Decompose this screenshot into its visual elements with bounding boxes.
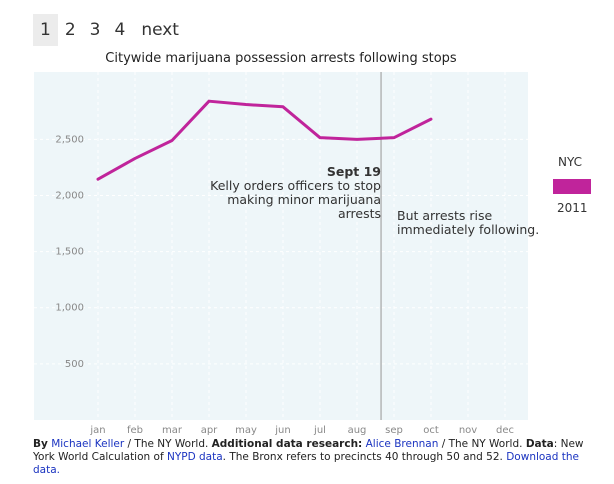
x-tick-label: mar [162,425,183,436]
vertical-gridlines [97,72,506,420]
y-tick-label: 1,000 [55,303,84,314]
page-4-link[interactable]: 4 [114,20,126,40]
credits-footer: By Michael Keller / The NY World. Additi… [33,438,593,477]
series-lines [96,99,433,181]
research-label: Additional data research: [211,438,363,450]
y-tick-label: 1,500 [55,247,84,258]
x-tick-label: jan [89,425,105,436]
page-1-link[interactable]: 1 [33,14,58,46]
y-tick-label: 2,000 [55,190,84,201]
author-link[interactable]: Michael Keller [51,438,125,450]
event-text-line-2: making minor marijuana [227,192,381,207]
nypd-data-link[interactable]: NYPD data [166,451,223,463]
legend-year: 2011 [557,201,588,215]
x-tick-label: jul [313,425,326,436]
page-2-link[interactable]: 2 [64,20,76,40]
after-text-line-1: But arrests rise [397,208,493,223]
plot-background [34,72,528,420]
event-text-line-1: Kelly orders officers to stop [210,178,381,193]
chart-title: Citywide marijuana possession arrests fo… [105,51,457,66]
after-text-line-2: immediately following. [397,222,540,237]
horizontal-gridlines [34,138,528,365]
data-text: : New York World Calculation of [33,438,584,463]
footer-note: . The Bronx refers to precincts 40 throu… [222,451,507,463]
y-tick-label: 2,500 [55,134,84,145]
x-tick-label: oct [423,425,439,436]
x-tick-label: dec [496,425,514,436]
legend-swatch[interactable] [553,179,591,194]
next-page-link[interactable]: next [141,20,179,40]
x-tick-label: may [235,425,257,436]
pagination: 1 2 3 4 next [33,14,186,46]
data-label: Data [525,438,554,450]
author-org: / The NY World. [124,438,212,450]
by-label: By [33,438,48,450]
event-text-line-3: arrests [337,206,381,221]
x-axis-tick-labels: jan feb mar apr may jun jul aug sep oct nov dec [89,425,514,436]
x-tick-label: feb [127,425,143,436]
event-date: Sept 19 [326,164,381,179]
x-tick-label: nov [459,425,477,436]
series-line-nyc[interactable] [96,99,433,181]
event-annotation: Sept 19 Kelly orders officers to stop ma… [210,165,381,221]
x-tick-label: apr [201,425,218,436]
y-axis-tick-labels: 500 1,000 1,500 2,000 2,500 [55,134,84,370]
legend-label: NYC [558,155,583,169]
x-tick-label: aug [348,425,367,436]
download-data-link[interactable]: Download the data. [33,451,579,476]
after-annotation: But arrests rise immediately following. [397,209,547,237]
page-3-link[interactable]: 3 [89,20,101,40]
x-tick-label: sep [385,425,403,436]
researcher-link[interactable]: Alice Brennan [365,438,439,450]
y-tick-label: 500 [65,359,84,370]
research-org: / The NY World. [438,438,526,450]
x-tick-label: jun [274,425,290,436]
